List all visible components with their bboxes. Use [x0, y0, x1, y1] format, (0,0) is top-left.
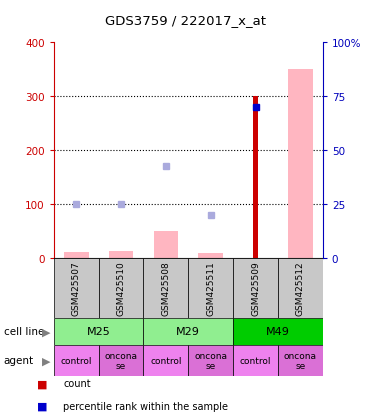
- Bar: [288, 70, 313, 258]
- Text: ▶: ▶: [42, 355, 50, 366]
- Bar: [144, 258, 188, 318]
- Text: count: count: [63, 378, 91, 388]
- Text: GSM425511: GSM425511: [206, 261, 215, 316]
- Bar: [144, 318, 233, 345]
- Text: percentile rank within the sample: percentile rank within the sample: [63, 401, 228, 411]
- Text: ■: ■: [37, 401, 47, 411]
- Text: control: control: [150, 356, 182, 365]
- Text: GSM425510: GSM425510: [116, 261, 125, 316]
- Bar: [233, 258, 278, 318]
- Text: control: control: [60, 356, 92, 365]
- Bar: [54, 345, 99, 376]
- Bar: [64, 253, 89, 258]
- Text: ■: ■: [37, 378, 47, 388]
- Text: M25: M25: [87, 326, 111, 337]
- Text: GDS3759 / 222017_x_at: GDS3759 / 222017_x_at: [105, 14, 266, 27]
- Text: agent: agent: [4, 355, 34, 366]
- Bar: [198, 254, 223, 258]
- Bar: [278, 345, 323, 376]
- Text: cell line: cell line: [4, 326, 44, 337]
- Bar: [278, 258, 323, 318]
- Bar: [188, 345, 233, 376]
- Bar: [144, 345, 188, 376]
- Text: oncona
se: oncona se: [284, 351, 317, 370]
- Bar: [99, 345, 144, 376]
- Bar: [99, 258, 144, 318]
- Text: oncona
se: oncona se: [105, 351, 138, 370]
- Bar: [54, 318, 144, 345]
- Text: M29: M29: [176, 326, 200, 337]
- Bar: [233, 345, 278, 376]
- Bar: [188, 258, 233, 318]
- Text: control: control: [240, 356, 271, 365]
- Text: GSM425507: GSM425507: [72, 261, 81, 316]
- Bar: [154, 231, 178, 258]
- Bar: [233, 318, 323, 345]
- Text: oncona
se: oncona se: [194, 351, 227, 370]
- Text: ▶: ▶: [42, 326, 50, 337]
- Text: GSM425509: GSM425509: [251, 261, 260, 316]
- Bar: [253, 97, 258, 258]
- Text: GSM425508: GSM425508: [161, 261, 170, 316]
- Text: M49: M49: [266, 326, 290, 337]
- Text: GSM425512: GSM425512: [296, 261, 305, 315]
- Bar: [54, 258, 99, 318]
- Bar: [109, 252, 133, 258]
